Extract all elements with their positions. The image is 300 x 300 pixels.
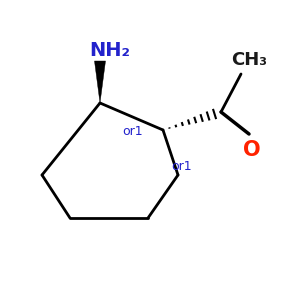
Text: O: O [243,140,261,160]
Text: or1: or1 [171,160,192,173]
Text: NH₂: NH₂ [89,41,130,61]
Text: or1: or1 [122,125,142,138]
Text: CH₃: CH₃ [231,51,267,69]
Polygon shape [94,61,106,103]
